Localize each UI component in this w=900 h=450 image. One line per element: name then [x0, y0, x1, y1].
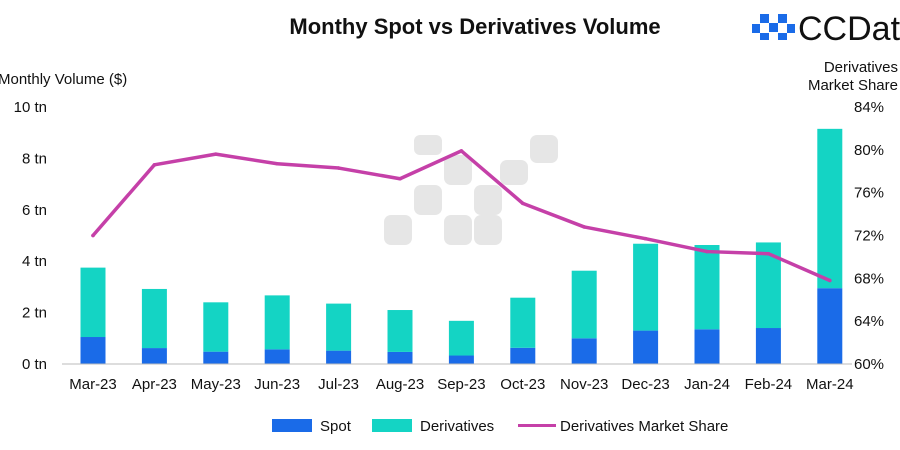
x-tick-label: Aug-23 [376, 376, 424, 393]
logo-icon [752, 14, 795, 40]
y-tick-label: 6 tn [22, 202, 47, 219]
y-tick-label: 10 tn [14, 99, 47, 116]
market-share-point [152, 163, 157, 167]
bar-derivatives [571, 270, 597, 339]
y-axis-label: Monthly Volume ($) [0, 71, 127, 88]
bar-derivatives [510, 297, 536, 348]
x-tick-label: Nov-23 [560, 376, 608, 393]
bar-spot [755, 328, 781, 364]
bar-derivatives [448, 320, 474, 356]
market-share-point [643, 236, 648, 241]
logo: CCData [752, 10, 900, 48]
market-share-point [398, 176, 402, 181]
y2-axis-ticks: 60% 64% 68% 72% 76% 80% 84% [854, 99, 884, 373]
market-share-point [275, 161, 280, 166]
bar-spot [448, 355, 474, 364]
market-share-point [828, 278, 832, 283]
x-tick-label: Mar-24 [806, 376, 854, 393]
x-tick-label: May-23 [191, 376, 241, 393]
legend: Spot Derivatives Derivatives Market Shar… [272, 418, 728, 435]
legend-label-market-share: Derivatives Market Share [560, 418, 728, 435]
bar-spot [633, 330, 659, 364]
x-tick-label: Jan-24 [684, 376, 730, 393]
watermark [384, 135, 558, 245]
x-axis-ticks: Mar-23 Apr-23 May-23 Jun-23 Jul-23 Aug-23 Sep-… [69, 376, 853, 393]
bar-spot [326, 350, 352, 364]
y-axis-ticks: 0 tn 2 tn 4 tn 6 tn 8 tn 10 tn [14, 99, 47, 373]
bar-derivatives [633, 243, 659, 331]
y-tick-label: 8 tn [22, 150, 47, 167]
y2-tick-label: 68% [854, 270, 884, 287]
bar-derivatives [141, 288, 167, 349]
x-tick-label: Sep-23 [437, 376, 485, 393]
y2-tick-label: 76% [854, 185, 884, 202]
y-tick-label: 4 tn [22, 253, 47, 270]
bar-spot [510, 347, 536, 364]
market-share-point [705, 249, 709, 254]
market-share-point [766, 251, 771, 256]
x-tick-label: Dec-23 [621, 376, 669, 393]
bar-spot [387, 351, 413, 364]
legend-label-spot: Spot [320, 418, 352, 435]
bar-spot [203, 351, 229, 364]
legend-label-derivatives: Derivatives [420, 418, 494, 435]
market-share-point [91, 233, 95, 238]
y2-tick-label: 72% [854, 228, 884, 245]
x-tick-label: Jun-23 [254, 376, 300, 393]
bar-spot [694, 329, 720, 364]
x-tick-label: Apr-23 [132, 376, 177, 393]
chart-title: Monthy Spot vs Derivatives Volume [289, 14, 660, 39]
market-share-point [459, 149, 464, 153]
y2-tick-label: 64% [854, 313, 884, 330]
bar-spot [141, 348, 167, 364]
y2-tick-label: 80% [854, 142, 884, 159]
legend-swatch-derivatives [372, 419, 412, 432]
bar-derivatives [817, 128, 843, 289]
bar-derivatives [203, 302, 229, 352]
y-tick-label: 0 tn [22, 356, 47, 373]
legend-swatch-spot [272, 419, 312, 432]
x-tick-label: Jul-23 [318, 376, 359, 393]
bar-spot [80, 337, 106, 364]
bar-derivatives [264, 295, 290, 350]
logo-text: CCData [798, 10, 900, 48]
market-share-point [582, 225, 586, 229]
bar-spot [264, 349, 290, 364]
bar-derivatives [326, 303, 352, 351]
market-share-point [521, 201, 525, 206]
y2-axis-label-line-2: Market Share [808, 77, 898, 94]
bar-spot [571, 338, 597, 364]
bar-spot [817, 288, 843, 364]
bar-derivatives [694, 245, 720, 330]
y2-axis-label-line-1: Derivatives [824, 59, 898, 76]
x-tick-label: Mar-23 [69, 376, 117, 393]
y2-tick-label: 84% [854, 99, 884, 116]
x-tick-label: Oct-23 [500, 376, 545, 393]
y2-tick-label: 60% [854, 356, 884, 373]
bar-derivatives [387, 310, 413, 352]
line-series [91, 149, 832, 283]
y-tick-label: 2 tn [22, 305, 47, 322]
x-tick-label: Feb-24 [745, 376, 793, 393]
market-share-point [214, 152, 218, 156]
market-share-point [336, 166, 341, 170]
bars [80, 128, 843, 364]
bar-derivatives [80, 267, 106, 338]
